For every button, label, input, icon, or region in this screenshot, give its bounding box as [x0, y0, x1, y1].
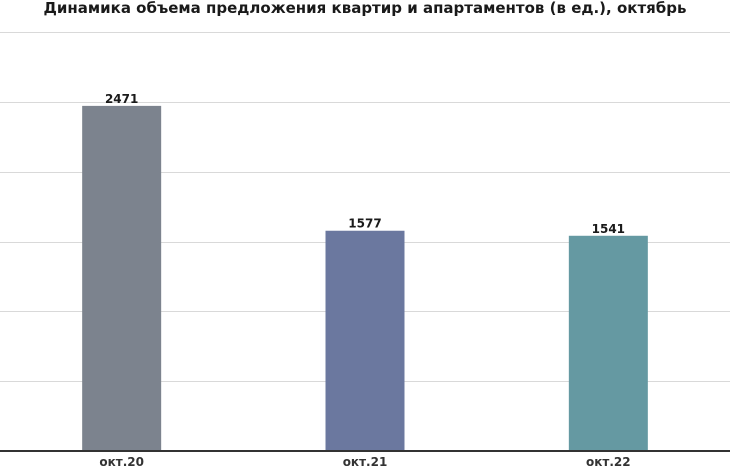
bar-окт.21: [325, 230, 405, 451]
data-labels: 2471 1577 1541: [105, 92, 625, 236]
bar-окт.22: [568, 235, 648, 451]
bars: [82, 105, 648, 451]
x-tick-label: окт.21: [343, 455, 388, 467]
data-label: 2471: [105, 92, 138, 106]
x-tick-label: окт.22: [586, 455, 631, 467]
data-label: 1577: [348, 217, 381, 231]
chart-title: Динамика объема предложения квартир и ап…: [43, 0, 687, 17]
data-label: 1541: [592, 222, 625, 236]
x-tick-label: окт.20: [99, 455, 144, 467]
x-tick-labels: окт.20 окт.21 окт.22: [99, 455, 630, 467]
bar-окт.20: [82, 105, 162, 451]
